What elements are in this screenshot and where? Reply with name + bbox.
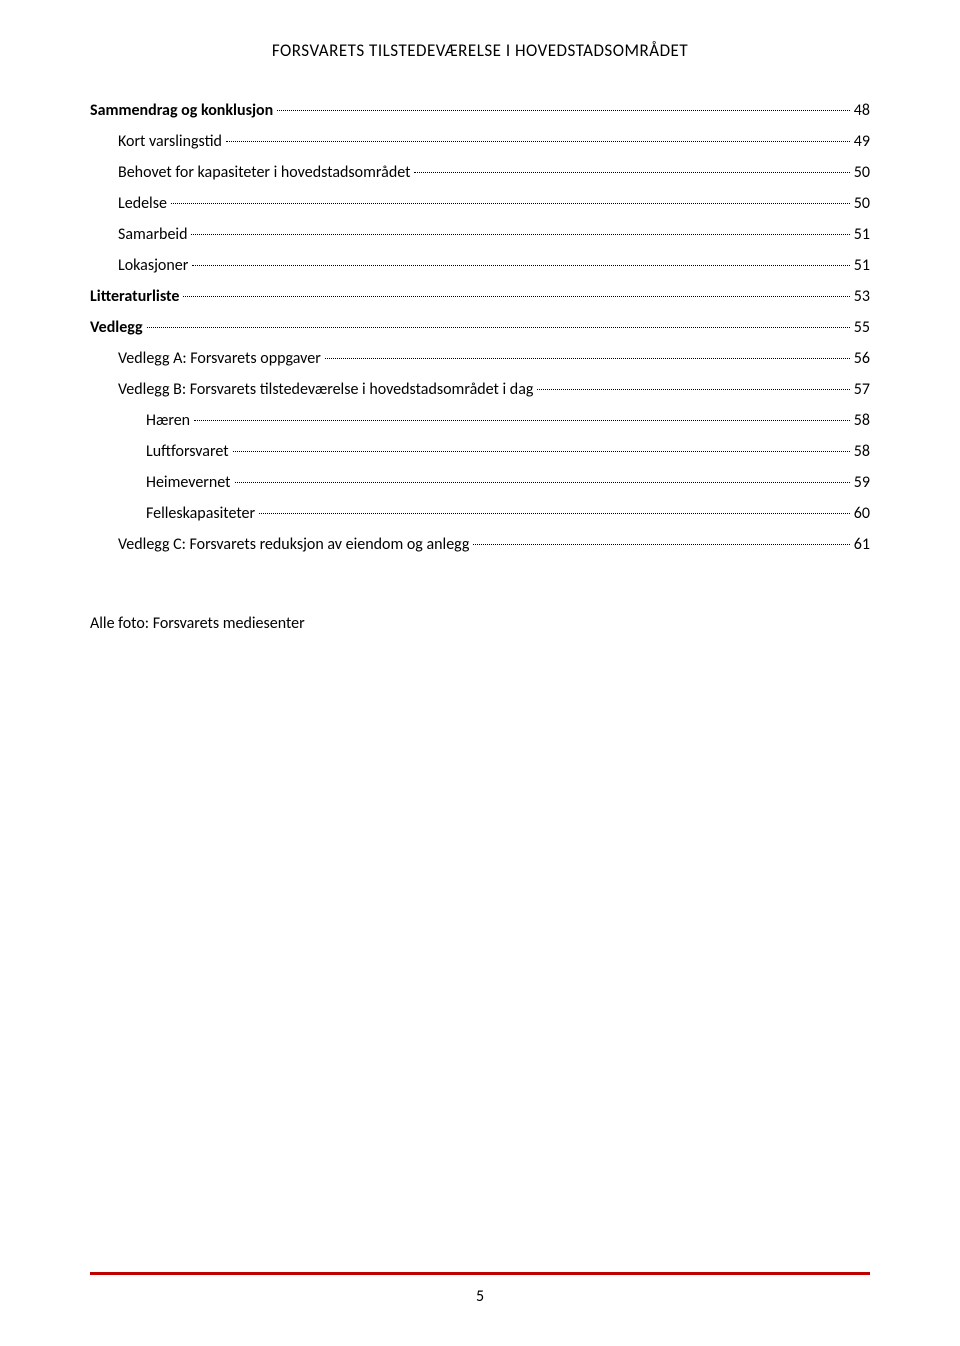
toc-entry-page: 48 (854, 101, 870, 120)
toc-entry: Kort varslingstid 49 (90, 132, 870, 151)
toc-entry-label: Vedlegg C: Forsvarets reduksjon av eiend… (118, 535, 469, 554)
photo-credit: Alle foto: Forsvarets mediesenter (90, 614, 305, 633)
toc-entry-label: Ledelse (118, 194, 167, 213)
page-footer: 5 (90, 1272, 870, 1306)
toc-dots-leader (171, 203, 850, 204)
page-number-value: 5 (476, 1287, 484, 1306)
toc-entry: Vedlegg A: Forsvarets oppgaver 56 (90, 349, 870, 368)
table-of-contents: Sammendrag og konklusjon 48 Kort varsling… (90, 101, 870, 554)
page-number: 5 (90, 1287, 870, 1306)
toc-entry-label: Vedlegg B: Forsvarets tilstedeværelse i … (118, 380, 533, 399)
toc-entry-label: Litteraturliste (90, 287, 179, 306)
toc-entry: Hæren 58 (90, 411, 870, 430)
toc-entry-page: 57 (854, 380, 870, 399)
toc-entry-page: 61 (854, 535, 870, 554)
toc-entry-page: 51 (854, 256, 870, 275)
toc-dots-leader (192, 265, 849, 266)
toc-dots-leader (233, 451, 850, 452)
toc-entry: Vedlegg C: Forsvarets reduksjon av eiend… (90, 535, 870, 554)
toc-entry: Samarbeid 51 (90, 225, 870, 244)
toc-entry-page: 59 (854, 473, 870, 492)
toc-entry-page: 60 (854, 504, 870, 523)
toc-entry-label: Luftforsvaret (146, 442, 229, 461)
toc-entry-label: Sammendrag og konklusjon (90, 101, 273, 120)
toc-entry-page: 49 (854, 132, 870, 151)
toc-entry: Ledelse 50 (90, 194, 870, 213)
toc-entry-label: Hæren (146, 411, 190, 430)
toc-entry: Luftforsvaret 58 (90, 442, 870, 461)
toc-entry-label: Behovet for kapasiteter i hovedstadsområ… (118, 163, 410, 182)
toc-entry-page: 55 (854, 318, 870, 337)
toc-entry: Litteraturliste 53 (90, 287, 870, 306)
toc-entry-page: 50 (854, 194, 870, 213)
toc-entry: Heimevernet 59 (90, 473, 870, 492)
toc-dots-leader (537, 389, 849, 390)
toc-entry-label: Felleskapasiteter (146, 504, 255, 523)
toc-dots-leader (147, 327, 850, 328)
toc-dots-leader (277, 110, 850, 111)
toc-entry-page: 58 (854, 411, 870, 430)
toc-entry-label: Vedlegg (90, 318, 143, 337)
toc-entry-page: 58 (854, 442, 870, 461)
toc-entry-page: 51 (854, 225, 870, 244)
toc-dots-leader (183, 296, 849, 297)
toc-dots-leader (473, 544, 849, 545)
toc-entry: Lokasjoner 51 (90, 256, 870, 275)
toc-dots-leader (259, 513, 850, 514)
toc-entry: Behovet for kapasiteter i hovedstadsområ… (90, 163, 870, 182)
toc-entry: Felleskapasiteter 60 (90, 504, 870, 523)
toc-dots-leader (194, 420, 850, 421)
toc-entry-page: 50 (854, 163, 870, 182)
toc-dots-leader (414, 172, 849, 173)
toc-dots-leader (235, 482, 850, 483)
toc-entry-page: 53 (854, 287, 870, 306)
toc-dots-leader (325, 358, 850, 359)
toc-entry-page: 56 (854, 349, 870, 368)
toc-entry: Vedlegg 55 (90, 318, 870, 337)
footer-divider (90, 1272, 870, 1275)
toc-entry-label: Kort varslingstid (118, 132, 222, 151)
toc-entry: Sammendrag og konklusjon 48 (90, 101, 870, 120)
toc-entry-label: Heimevernet (146, 473, 231, 492)
toc-entry-label: Lokasjoner (118, 256, 188, 275)
toc-entry: Vedlegg B: Forsvarets tilstedeværelse i … (90, 380, 870, 399)
header-title: FORSVARETS TILSTEDEVÆRELSE I HOVEDSTADSO… (272, 40, 688, 61)
credits-text: Alle foto: Forsvarets mediesenter (90, 614, 870, 633)
toc-dots-leader (226, 141, 850, 142)
toc-entry-label: Vedlegg A: Forsvarets oppgaver (118, 349, 321, 368)
page-header: FORSVARETS TILSTEDEVÆRELSE I HOVEDSTADSO… (90, 40, 870, 61)
toc-dots-leader (191, 234, 849, 235)
toc-entry-label: Samarbeid (118, 225, 187, 244)
